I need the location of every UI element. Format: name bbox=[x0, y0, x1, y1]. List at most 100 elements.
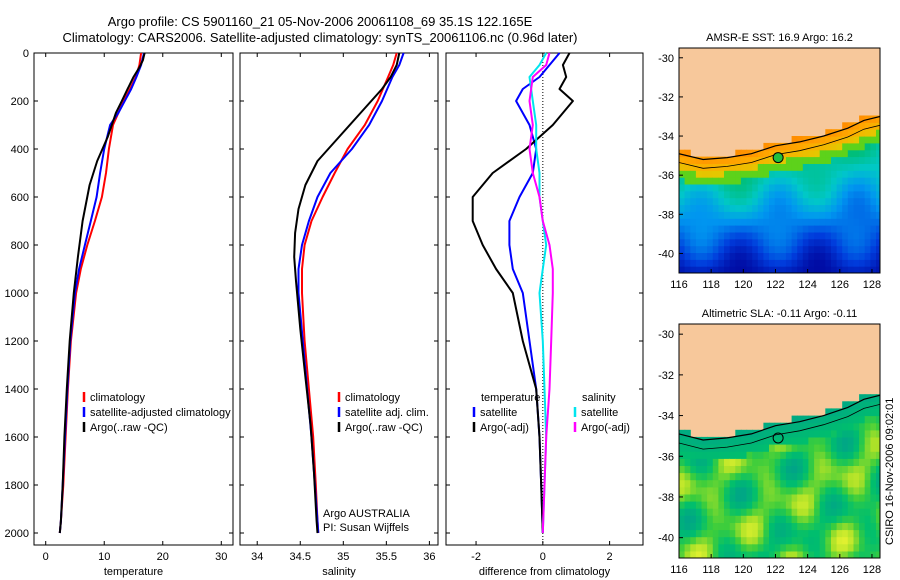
x-tick-label: 34.5 bbox=[290, 551, 311, 563]
series-line bbox=[293, 52, 401, 534]
x-tick-label: 0 bbox=[540, 551, 546, 563]
y-tick-label: -30 bbox=[658, 329, 674, 341]
x-tick-label: 122 bbox=[766, 279, 784, 291]
legend-label: climatology bbox=[90, 392, 146, 404]
sla-map-field bbox=[679, 324, 880, 558]
x-tick-label: 36 bbox=[423, 551, 435, 563]
legend-label: Argo(-adj) bbox=[480, 422, 529, 434]
y-tick-label: -40 bbox=[658, 248, 674, 260]
x-tick-label: 120 bbox=[734, 279, 752, 291]
y-tick-label: -32 bbox=[658, 370, 674, 382]
series-line bbox=[58, 52, 143, 534]
y-tick-label: 1800 bbox=[5, 480, 29, 492]
y-tick-label: -36 bbox=[658, 170, 674, 182]
y-tick-label: -32 bbox=[658, 92, 674, 104]
figure-subtitle: Climatology: CARS2006. Satellite-adjuste… bbox=[62, 30, 578, 45]
series-line bbox=[58, 52, 145, 534]
series-line bbox=[58, 52, 146, 534]
sst-map-panel: 116 118 120 122 124 126 128 -30 -32 -34 -36 -38 -40 A… bbox=[658, 32, 881, 291]
y-tick-label: -34 bbox=[658, 411, 674, 423]
y-tick-label: 1000 bbox=[5, 288, 29, 300]
sst-map-axes-box bbox=[678, 47, 881, 274]
x-tick-label: 10 bbox=[98, 551, 110, 563]
x-tick-label: 128 bbox=[863, 279, 881, 291]
x-tick-label: 0 bbox=[43, 551, 49, 563]
legend-label: Argo(..raw -QC) bbox=[345, 422, 423, 434]
x-tick-label: 20 bbox=[157, 551, 169, 563]
map-title: AMSR-E SST: 16.9 Argo: 16.2 bbox=[706, 32, 853, 44]
x-tick-label: 128 bbox=[863, 564, 881, 576]
argo-location-marker bbox=[772, 432, 784, 444]
x-axis-label: difference from climatology bbox=[479, 566, 611, 578]
argo-location-marker bbox=[772, 152, 784, 164]
shelf-contour bbox=[679, 404, 880, 450]
difference-panel: -2 0 2 difference from climatology temperatu… bbox=[445, 52, 644, 578]
x-tick-label: 35 bbox=[337, 551, 349, 563]
x-tick-label: 116 bbox=[670, 564, 688, 576]
y-tick-label: -40 bbox=[658, 533, 674, 545]
y-tick-label: 800 bbox=[11, 240, 29, 252]
x-tick-label: 118 bbox=[702, 564, 720, 576]
y-tick-label: 1200 bbox=[5, 336, 29, 348]
legend-heading: temperature bbox=[481, 392, 540, 404]
x-tick-label: 126 bbox=[831, 564, 849, 576]
legend-label: satellite bbox=[581, 407, 618, 419]
x-axis-label: salinity bbox=[322, 566, 356, 578]
series-line bbox=[528, 52, 554, 534]
pi-annotation: PI: Susan Wijffels bbox=[323, 522, 409, 534]
y-tick-label: 1400 bbox=[5, 384, 29, 396]
legend-label: climatology bbox=[345, 392, 401, 404]
x-axis-label: temperature bbox=[104, 566, 163, 578]
series-line bbox=[471, 52, 574, 534]
x-tick-label: 122 bbox=[766, 564, 784, 576]
legend-label: Argo(-adj) bbox=[581, 422, 630, 434]
salinity-panel: 34 34.5 35 35.5 36 salinity climatology satelli… bbox=[239, 52, 439, 578]
x-tick-label: 30 bbox=[215, 551, 227, 563]
sst-map-field bbox=[679, 48, 880, 273]
x-tick-label: 35.5 bbox=[376, 551, 397, 563]
salinity-legend: climatology satellite adj. clim. Argo(..ra… bbox=[337, 392, 429, 434]
coastline bbox=[679, 115, 880, 161]
y-tick-label: 200 bbox=[11, 96, 29, 108]
x-tick-label: 116 bbox=[670, 279, 688, 291]
sla-map-axes-box bbox=[678, 323, 881, 559]
y-tick-label: 400 bbox=[11, 144, 29, 156]
figure-title: Argo profile: CS 5901160_21 05-Nov-2006 … bbox=[107, 14, 533, 29]
y-tick-label: -30 bbox=[658, 53, 674, 65]
x-tick-label: 124 bbox=[798, 279, 816, 291]
difference-axes-box bbox=[445, 52, 644, 546]
series-line bbox=[301, 52, 398, 534]
x-tick-label: 2 bbox=[607, 551, 613, 563]
legend-heading: salinity bbox=[582, 392, 616, 404]
y-tick-label: 1600 bbox=[5, 432, 29, 444]
sla-map-panel: 116 118 120 122 124 126 128 -30 -32 -34 -36 -38 -40 A… bbox=[658, 308, 881, 576]
x-tick-label: 118 bbox=[702, 279, 720, 291]
temperature-panel: 0 10 20 30 0 200 400 600 800 1000 1200 1400 1600 1800… bbox=[5, 48, 234, 578]
temperature-axes-box bbox=[33, 52, 234, 546]
y-tick-label: 2000 bbox=[5, 528, 29, 540]
map-title: Altimetric SLA: -0.11 Argo: -0.11 bbox=[702, 308, 858, 320]
difference-legend: temperature satellite Argo(-adj) salinity sa… bbox=[472, 392, 630, 434]
salinity-axes-box bbox=[239, 52, 439, 546]
y-tick-label: -36 bbox=[658, 451, 674, 463]
x-tick-label: 124 bbox=[798, 564, 816, 576]
shelf-contour bbox=[679, 124, 880, 169]
difference-series bbox=[471, 52, 574, 534]
y-tick-label: 600 bbox=[11, 192, 29, 204]
y-tick-label: -38 bbox=[658, 492, 674, 504]
argo-annotation: Argo AUSTRALIA bbox=[323, 508, 410, 520]
y-tick-label: -34 bbox=[658, 131, 674, 143]
temperature-series bbox=[58, 52, 146, 534]
legend-label: satellite adj. clim. bbox=[345, 407, 429, 419]
x-tick-label: 126 bbox=[831, 279, 849, 291]
y-tick-label: 0 bbox=[23, 48, 29, 60]
salinity-series bbox=[293, 52, 405, 534]
x-tick-label: 120 bbox=[734, 564, 752, 576]
legend-label: Argo(..raw -QC) bbox=[90, 422, 168, 434]
temperature-legend: climatology satellite-adjusted climatolog… bbox=[82, 392, 231, 434]
y-tick-label: -38 bbox=[658, 209, 674, 221]
legend-label: satellite bbox=[480, 407, 517, 419]
x-tick-label: 34 bbox=[251, 551, 263, 563]
coastline bbox=[679, 394, 880, 441]
